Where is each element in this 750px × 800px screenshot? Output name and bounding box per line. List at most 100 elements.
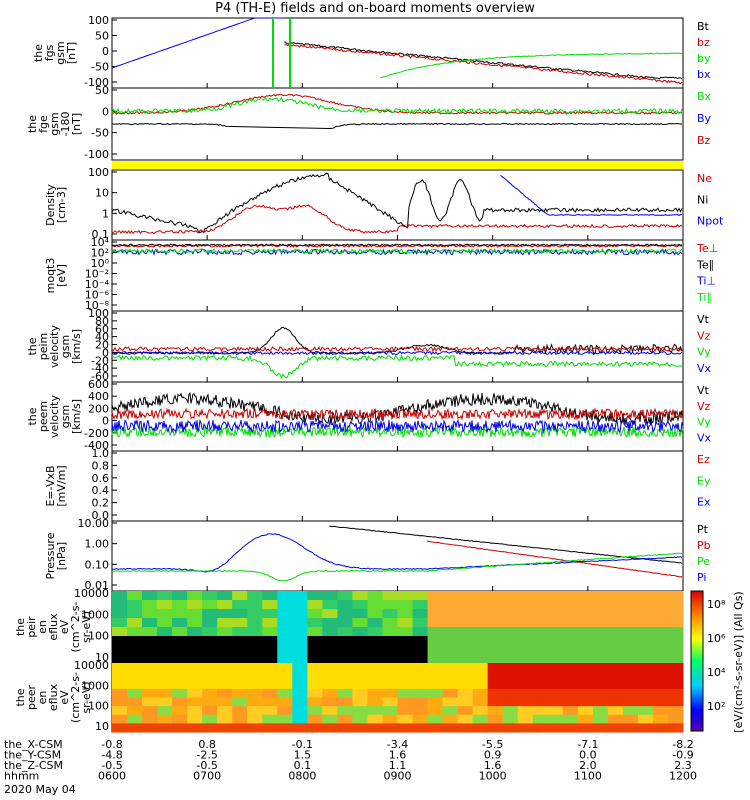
- spectrogram-cell: [397, 680, 414, 690]
- spectrogram-cell: [472, 654, 489, 664]
- ytick-label-veli: 0: [102, 346, 109, 359]
- series-peim-vy: [111, 353, 682, 380]
- spectrogram-cell: [142, 609, 158, 619]
- spectrogram-cell: [442, 688, 459, 698]
- spectrogram-cell: [592, 697, 609, 707]
- series-pt: [329, 525, 683, 564]
- spectrogram-cell: [292, 714, 308, 724]
- spectrogram-cell: [652, 688, 669, 698]
- spectrogram-cell: [187, 663, 203, 673]
- spectrogram-cell: [487, 697, 504, 707]
- spectrogram-cell: [637, 618, 654, 628]
- spectrogram-cell: [262, 600, 278, 610]
- series-fgs-spike: [289, 18, 291, 88]
- ytick-label-temp: 10⁻⁶: [85, 289, 110, 302]
- spectrogram-cell: [367, 671, 383, 681]
- ytick-label-peer: 10: [95, 720, 109, 733]
- spectrogram-cell: [127, 706, 143, 716]
- legend-vele-Vy: Vy: [697, 416, 711, 429]
- spectrogram-cell: [142, 645, 158, 655]
- spectrogram-cell: [562, 697, 579, 707]
- spectrogram-cell: [127, 714, 143, 724]
- spectrogram-cell: [412, 600, 429, 610]
- ytick-label-vele: 200: [88, 402, 109, 415]
- spectrogram-cell: [457, 609, 474, 619]
- spectrogram-cell: [547, 636, 564, 646]
- spectrogram-cell: [277, 636, 293, 646]
- spectrogram-cell: [187, 609, 203, 619]
- panel-fgs: [111, 17, 684, 89]
- spectrogram-cell: [607, 645, 624, 655]
- spectrogram-cell: [577, 723, 594, 733]
- spectrogram-cell: [367, 645, 383, 655]
- spectrogram-cell: [472, 609, 489, 619]
- spectrogram-cell: [637, 654, 654, 664]
- spectrogram-cell: [517, 723, 534, 733]
- series-pb: [426, 540, 683, 578]
- spectrogram-cell: [247, 671, 263, 681]
- spectrogram-cell: [562, 609, 579, 619]
- spectrogram-cell: [577, 591, 594, 601]
- spectrogram-cell: [202, 663, 218, 673]
- ylabel-peer: the: [14, 688, 27, 706]
- spectrogram-cell: [457, 645, 474, 655]
- spectrogram-cell: [457, 654, 474, 664]
- ytick-label-efield: 1.0: [92, 447, 110, 460]
- spectrogram-cell: [217, 627, 233, 637]
- spectrogram-cell: [127, 688, 143, 698]
- series-fgs-bt: [284, 41, 683, 80]
- spectrogram-cell: [142, 706, 158, 716]
- spectrogram-cell: [277, 627, 293, 637]
- panel-frame-fgs: [111, 17, 684, 89]
- legend-veli-Vy: Vy: [697, 346, 711, 359]
- spectrogram-cell: [472, 706, 489, 716]
- series-peem-vz: [111, 407, 684, 421]
- spectrogram-cell: [487, 680, 504, 690]
- series-te-par: [111, 243, 683, 247]
- spectrogram-cell: [457, 688, 474, 698]
- spectrogram-cell: [232, 706, 248, 716]
- ylabel-fge: gsm: [48, 112, 61, 135]
- spectrogram-cell: [502, 600, 519, 610]
- ylabel-peer: eV: [58, 690, 71, 705]
- footer-value: -8.2: [672, 738, 693, 751]
- spectrogram-cell: [607, 697, 624, 707]
- ylabel-efield: [mV/m]: [55, 465, 68, 506]
- spectrogram-cell: [247, 654, 263, 664]
- spectrogram-cell: [307, 697, 323, 707]
- spectrogram-cell: [667, 636, 684, 646]
- spectrogram-cell: [457, 706, 474, 716]
- spectrogram-cell: [397, 663, 414, 673]
- series-fgs-bx: [111, 17, 283, 69]
- spectrogram-cell: [397, 688, 414, 698]
- spectrogram-cell: [157, 680, 173, 690]
- ylabel-temp: [eV]: [55, 264, 68, 287]
- spectrogram-cell: [247, 600, 263, 610]
- spectrogram-cell: [277, 697, 293, 707]
- spectrogram-cell: [442, 706, 459, 716]
- spectrogram-cell: [367, 688, 383, 698]
- ylabel-vele: the: [26, 407, 39, 425]
- spectrogram-cell: [142, 618, 158, 628]
- spectrogram-cell: [202, 706, 218, 716]
- footer-value: 1.6: [484, 759, 502, 772]
- spectrogram-cell: [667, 697, 684, 707]
- spectrogram-cell: [667, 688, 684, 698]
- spectrogram-cell: [622, 654, 639, 664]
- ytick-label-peir: 1000: [81, 608, 109, 621]
- spectrogram-cell: [307, 714, 323, 724]
- spectrogram-cell: [562, 706, 579, 716]
- spectrogram-cell: [202, 723, 218, 733]
- ylabel-fgs: [nT]: [65, 42, 78, 64]
- footer-value: 1.5: [294, 749, 312, 762]
- spectrogram-cell: [232, 714, 248, 724]
- footer-value: -0.1: [292, 738, 313, 751]
- spectrogram-cell: [382, 706, 398, 716]
- ylabel-fge: the: [26, 115, 39, 133]
- spectrogram-cell: [322, 671, 338, 681]
- spectrogram-cell: [277, 671, 293, 681]
- spectrogram-cell: [217, 609, 233, 619]
- ytick-label-fgs: 0: [102, 45, 109, 58]
- spectrogram-cell: [247, 688, 263, 698]
- footer-value: 1000: [479, 770, 507, 783]
